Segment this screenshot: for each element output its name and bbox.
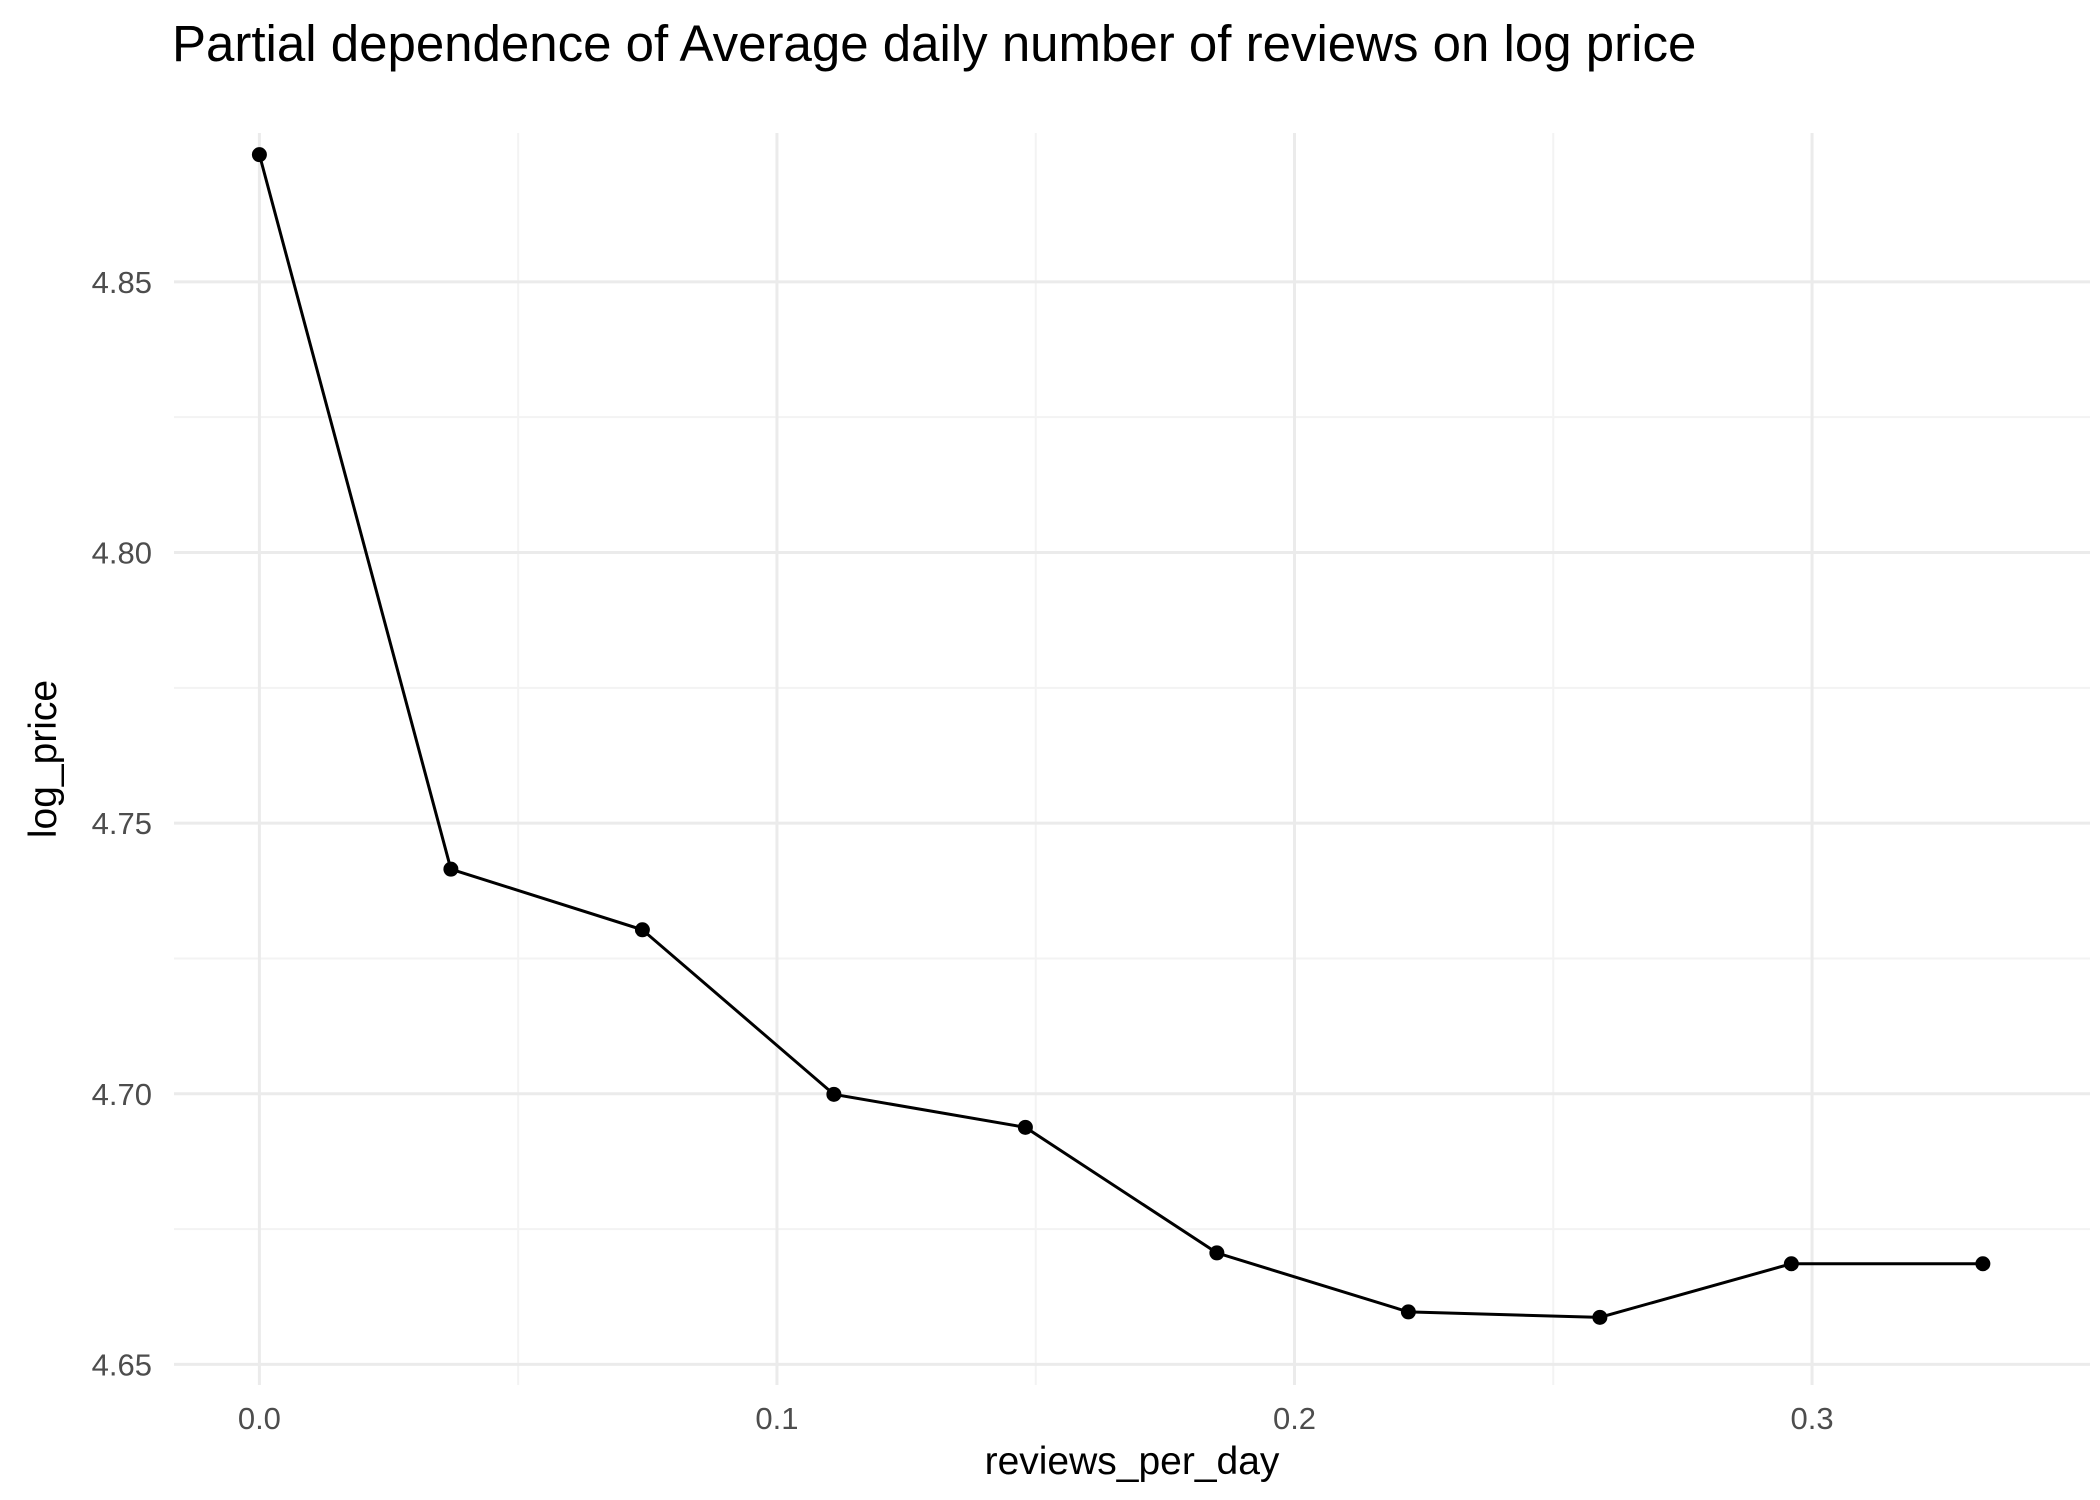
grid <box>174 133 2090 1385</box>
data-point <box>1592 1309 1608 1325</box>
data-point <box>1017 1119 1033 1135</box>
y-tick-label: 4.75 <box>92 806 152 841</box>
y-axis-title: log_price <box>22 680 65 838</box>
data-point <box>634 922 650 938</box>
x-tick-label: 0.0 <box>238 1401 281 1436</box>
data-point <box>826 1086 842 1102</box>
data-point <box>1783 1256 1799 1272</box>
x-tick-label: 0.1 <box>755 1401 798 1436</box>
x-tick-label: 0.2 <box>1273 1401 1316 1436</box>
y-tick-label: 4.85 <box>92 265 152 300</box>
x-tick-label: 0.3 <box>1791 1401 1834 1436</box>
data-point <box>443 861 459 877</box>
chart-title: Partial dependence of Average daily numb… <box>172 15 1697 72</box>
x-axis-title: reviews_per_day <box>985 1440 1280 1483</box>
series-line <box>257 154 1983 1319</box>
data-point <box>1209 1245 1225 1261</box>
y-tick-label: 4.65 <box>92 1347 152 1382</box>
axis-ticks: 0.0 0.1 0.2 0.3 4.65 4.70 4.75 4.80 4.85 <box>92 265 1834 1436</box>
y-tick-label: 4.70 <box>92 1077 152 1112</box>
data-point <box>1975 1256 1991 1272</box>
y-tick-label: 4.80 <box>92 535 152 570</box>
data-point <box>1400 1304 1416 1320</box>
data-point <box>251 147 267 163</box>
series <box>251 147 1991 1325</box>
